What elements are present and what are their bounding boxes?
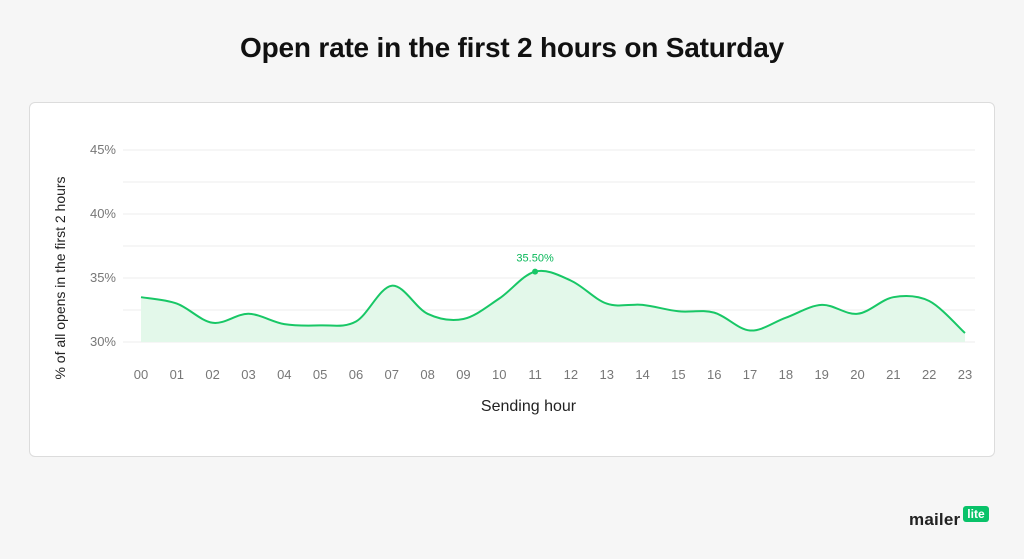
x-tick-label: 02 bbox=[205, 367, 219, 382]
x-tick-label: 17 bbox=[743, 367, 757, 382]
x-tick-label: 16 bbox=[707, 367, 721, 382]
x-tick-label: 23 bbox=[958, 367, 972, 382]
x-tick-label: 14 bbox=[635, 367, 649, 382]
x-tick-label: 18 bbox=[779, 367, 793, 382]
y-tick-label: 45% bbox=[90, 142, 116, 157]
x-tick-label: 13 bbox=[600, 367, 614, 382]
x-tick-label: 12 bbox=[564, 367, 578, 382]
x-tick-label: 20 bbox=[850, 367, 864, 382]
x-tick-label: 19 bbox=[814, 367, 828, 382]
x-tick-label: 09 bbox=[456, 367, 470, 382]
x-tick-label: 07 bbox=[385, 367, 399, 382]
series-line bbox=[140, 269, 966, 334]
mailerlite-logo: mailer lite bbox=[909, 506, 989, 530]
peak-marker bbox=[532, 268, 539, 275]
x-tick-label: 03 bbox=[241, 367, 255, 382]
x-tick-label: 01 bbox=[170, 367, 184, 382]
x-tick-label: 04 bbox=[277, 367, 291, 382]
x-tick-label: 15 bbox=[671, 367, 685, 382]
y-tick-label: 40% bbox=[90, 206, 116, 221]
x-tick-label: 10 bbox=[492, 367, 506, 382]
y-tick-label: 30% bbox=[90, 334, 116, 349]
x-tick-label: 11 bbox=[528, 367, 542, 382]
series-area bbox=[141, 270, 965, 342]
y-tick-label: 35% bbox=[90, 270, 116, 285]
x-tick-label: 00 bbox=[134, 367, 148, 382]
x-tick-label: 08 bbox=[420, 367, 434, 382]
y-axis-label: % of all opens in the first 2 hours bbox=[52, 176, 68, 380]
peak-data-label: 35.50% bbox=[516, 253, 554, 265]
x-tick-label: 21 bbox=[886, 367, 900, 382]
x-axis-label: Sending hour bbox=[480, 398, 577, 415]
x-tick-label: 06 bbox=[349, 367, 363, 382]
logo-badge: lite bbox=[963, 506, 989, 522]
chart-card bbox=[29, 102, 995, 457]
logo-word: mailer bbox=[909, 510, 961, 529]
x-tick-label: 22 bbox=[922, 367, 936, 382]
chart-title: Open rate in the first 2 hours on Saturd… bbox=[240, 32, 784, 63]
x-tick-label: 05 bbox=[313, 367, 327, 382]
